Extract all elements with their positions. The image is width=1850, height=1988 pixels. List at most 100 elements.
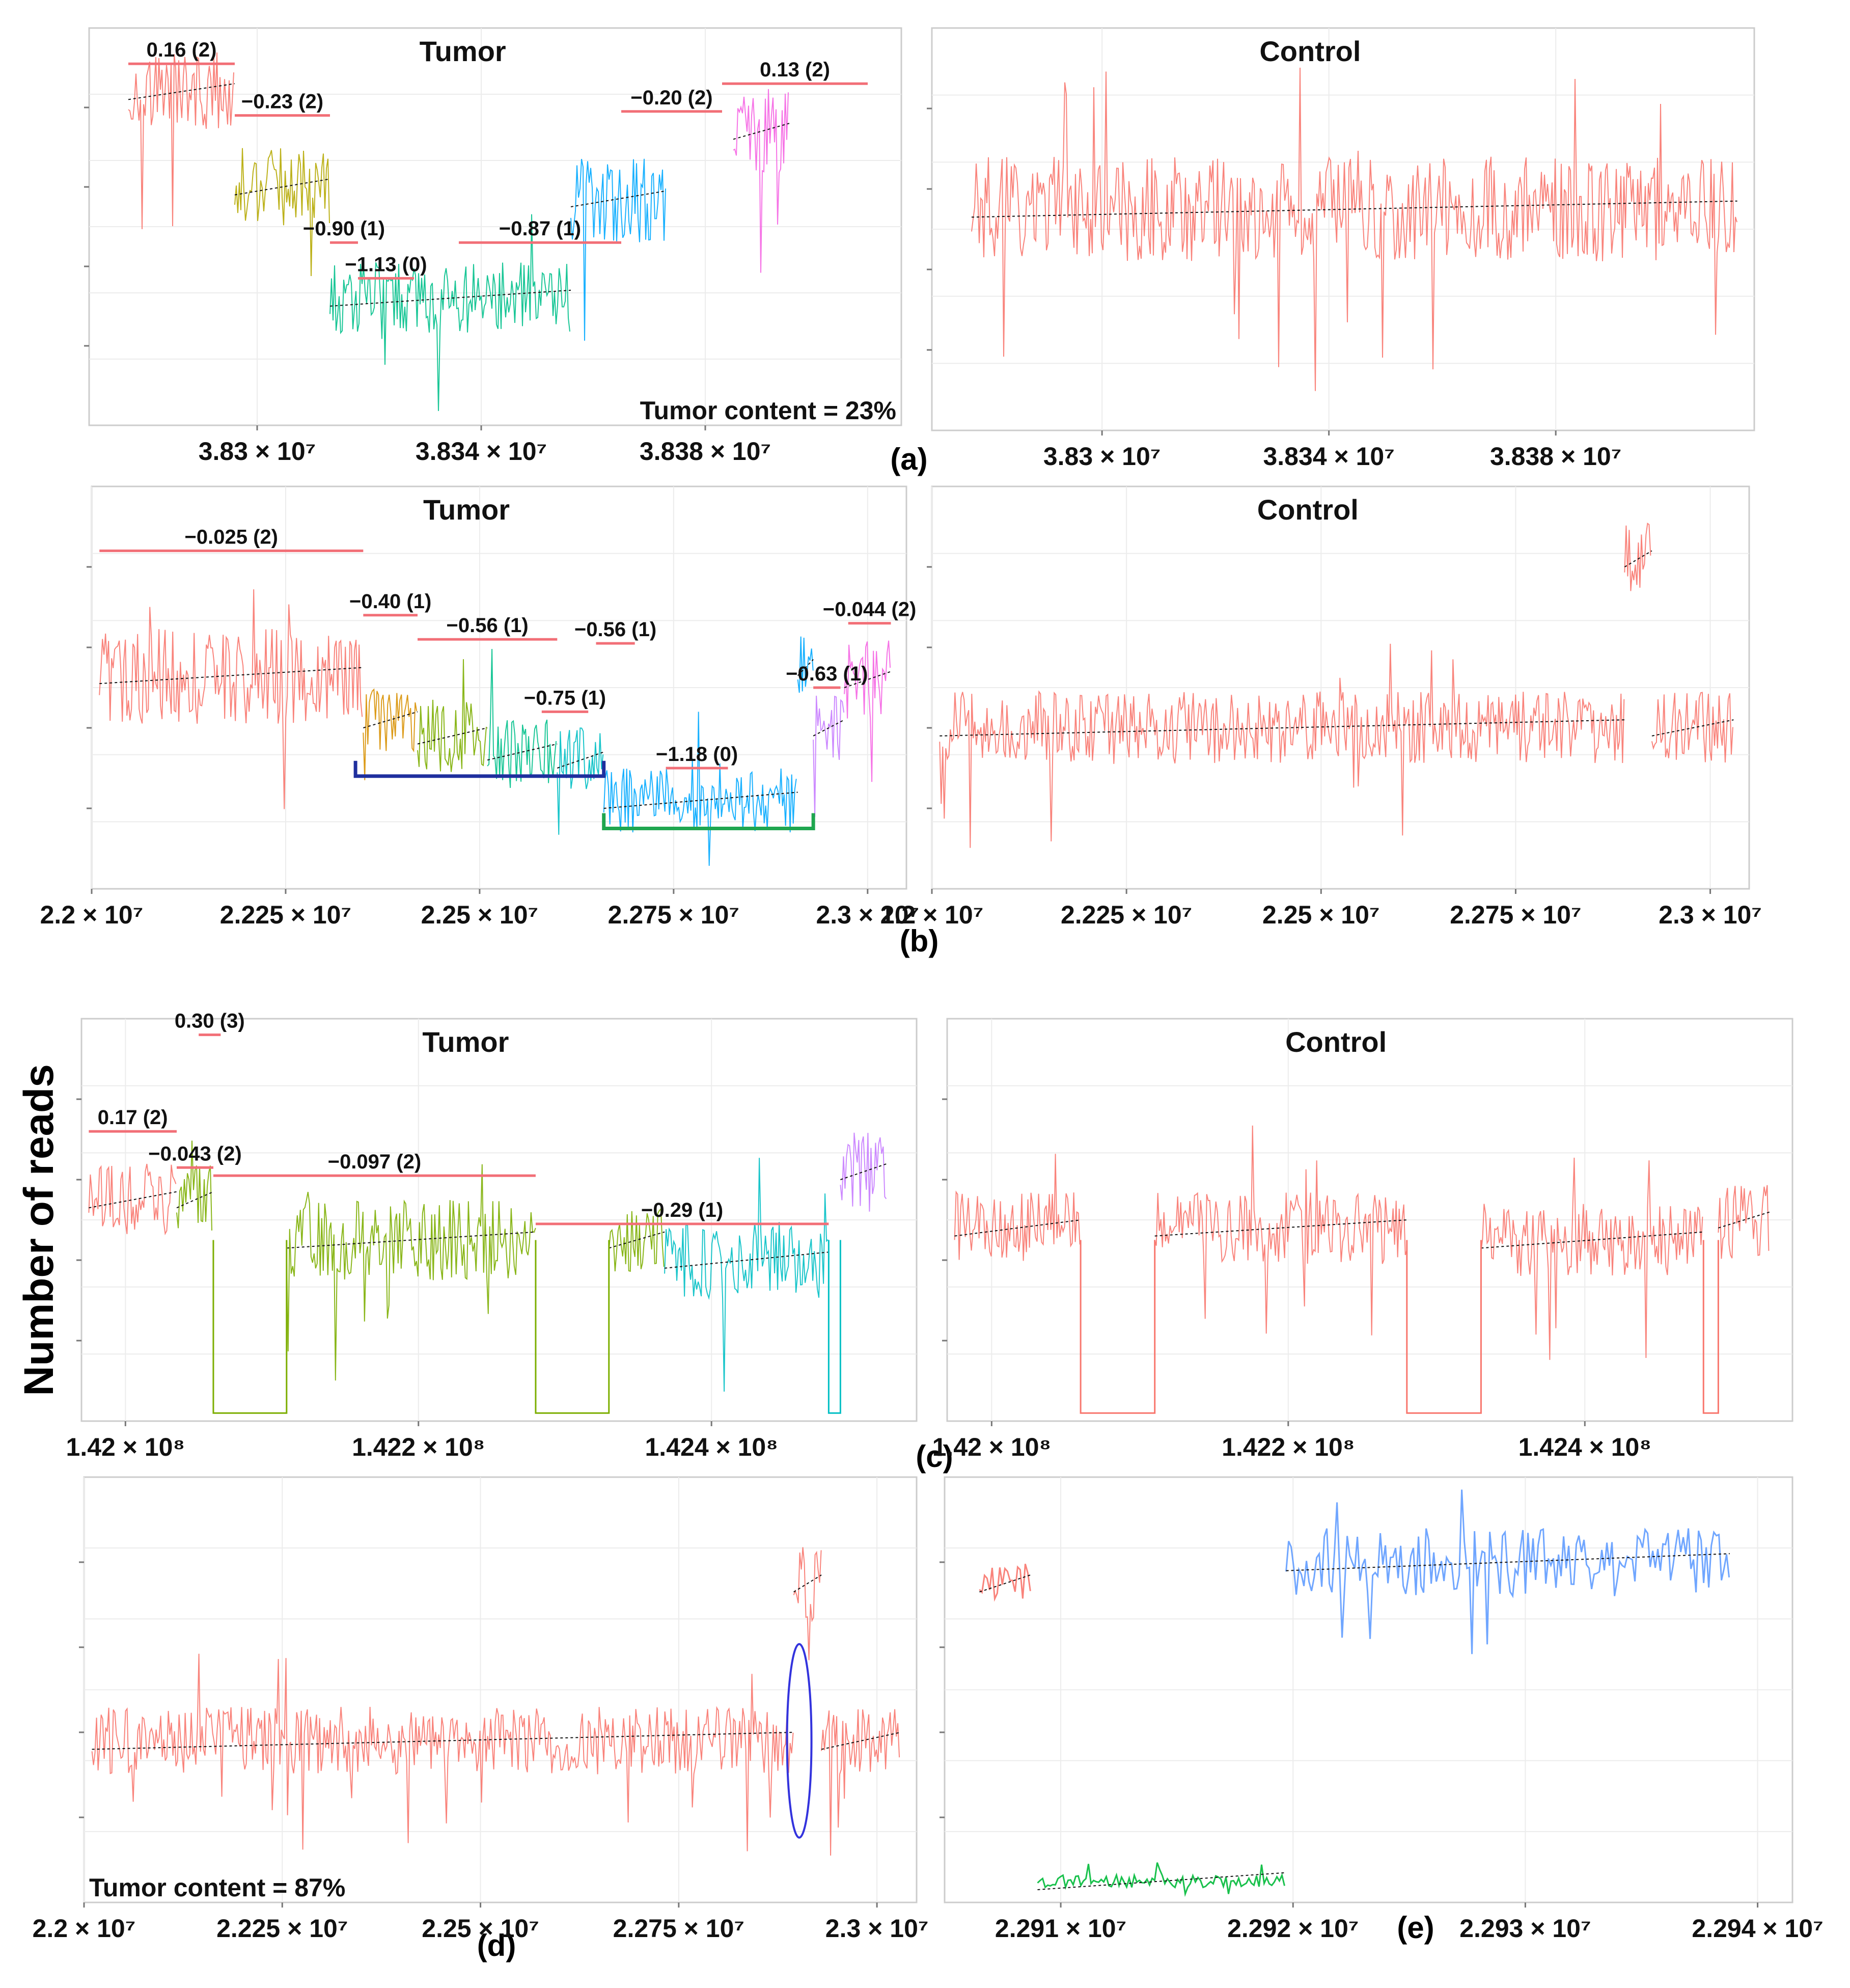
panel-label-b: (b) (900, 924, 939, 958)
zero-coverage-gap (535, 1240, 610, 1414)
trend-line (286, 1231, 536, 1249)
tumor-content-annotation: Tumor content = 87% (89, 1873, 345, 1902)
chart-b-control: 2.2 × 10⁷ 2.225 × 10⁷ 2.25 × 10⁷ 2.275 × 10… (880, 485, 1762, 929)
series-segment-4 (487, 649, 557, 788)
x-tick-label: 2.3 × 10⁷ (816, 901, 919, 929)
x-tick-label: 1.42 × 10⁸ (66, 1433, 185, 1461)
chart-d: 2.2 × 10⁷ 2.225 × 10⁷ 2.25 × 10⁷ 2.275 × 10… (33, 1476, 929, 1943)
x-tick-label: 2.292 × 10⁷ (1227, 1914, 1359, 1943)
zero-coverage-gap (1702, 1240, 1719, 1414)
chart-title: Control (1257, 494, 1359, 526)
x-tick-label: 1.422 × 10⁸ (1222, 1433, 1355, 1461)
segment-label: −0.56 (1) (447, 614, 529, 637)
series-segment-1 (88, 1163, 177, 1236)
series-segment-6 (603, 712, 797, 866)
trend-line (1154, 1219, 1407, 1237)
series-segment-1 (99, 589, 363, 809)
series-segment-2 (363, 688, 418, 780)
highlight-ellipse (786, 1643, 813, 1839)
segment-label: −0.097 (2) (328, 1151, 421, 1173)
x-tick-label: 2.25 × 10⁷ (1262, 901, 1380, 929)
x-tick-label: 1.424 × 10⁸ (645, 1433, 778, 1461)
zero-coverage-gap (1080, 1240, 1156, 1414)
series-segment-5 (664, 1158, 829, 1392)
trend-line (1481, 1231, 1704, 1249)
series-segment-2 (176, 1140, 212, 1231)
chart-e: 2.291 × 10⁷ 2.292 × 10⁷ 2.293 × 10⁷ 2.294 ×… (940, 1476, 1824, 1943)
x-tick-label: 1.422 × 10⁸ (352, 1433, 485, 1461)
trend-line (821, 1732, 901, 1750)
trend-line (971, 200, 1737, 218)
panel-label-e: (e) (1397, 1911, 1434, 1945)
series-segment-7 (797, 636, 814, 693)
x-tick-label: 3.83 × 10⁷ (1043, 442, 1161, 471)
x-tick-label: 1.42 × 10⁸ (932, 1433, 1052, 1461)
y-axis-label-text: Number of reads (16, 1064, 62, 1396)
x-tick-label: 2.2 × 10⁷ (33, 1914, 136, 1943)
segment-label: −0.043 (2) (148, 1142, 241, 1165)
segment-label: −0.63 (1) (786, 663, 868, 685)
chart-title: Control (1285, 1026, 1387, 1058)
chart-c-control: 1.42 × 10⁸ 1.422 × 10⁸ 1.424 × 10⁸ Control (932, 1018, 1793, 1461)
series-control (939, 643, 1625, 848)
x-tick-label: 2.225 × 10⁷ (216, 1914, 348, 1943)
trend-line (979, 1574, 1031, 1593)
segment-label: −0.20 (2) (630, 87, 712, 109)
series-segment-9 (844, 640, 891, 782)
series-control-1 (954, 1154, 1081, 1261)
series-segment-5 (733, 89, 789, 273)
zero-coverage-gap (827, 1240, 841, 1414)
x-tick-label: 1.424 × 10⁸ (1518, 1433, 1651, 1461)
segment-label: −0.025 (2) (185, 526, 278, 548)
x-tick-label: 2.25 × 10⁷ (422, 1914, 539, 1943)
series-control-2 (1154, 1125, 1407, 1336)
segment-label: −0.75 (1) (524, 687, 606, 709)
trend-line (234, 178, 330, 196)
series-control-3 (1480, 1157, 1703, 1360)
series-segment-3 (286, 1164, 536, 1381)
x-tick-label: 2.293 × 10⁷ (1459, 1914, 1591, 1943)
x-tick-label: 2.3 × 10⁷ (1659, 901, 1762, 929)
series-control-4 (1718, 1185, 1770, 1259)
trend-line (1037, 1872, 1286, 1890)
trend-line (954, 1219, 1081, 1237)
series-segment-4 (608, 1207, 665, 1272)
series-control (971, 67, 1737, 391)
chart-a-tumor: 3.83 × 10⁷ 3.834 × 10⁷ 3.838 × 10⁷ 0.16 (2)… (84, 27, 902, 466)
trend-line (603, 792, 798, 809)
x-tick-label: 3.838 × 10⁷ (1490, 442, 1621, 471)
segment-label: −0.044 (2) (823, 598, 916, 621)
trend-line (487, 743, 558, 761)
x-tick-label: 2.275 × 10⁷ (608, 901, 739, 929)
trend-line (1651, 719, 1734, 737)
segment-label: −0.40 (1) (349, 590, 431, 613)
tumor-content-annotation: Tumor content = 23% (640, 396, 896, 425)
trend-line (1718, 1211, 1771, 1229)
trend-line (813, 719, 845, 737)
trend-line (99, 667, 364, 685)
chart-a-control: 3.83 × 10⁷ 3.834 × 10⁷ 3.838 × 10⁷ Control (927, 27, 1755, 471)
panel-label-d: (d) (477, 1928, 516, 1963)
segment-label: −0.87 (1) (499, 217, 581, 240)
segment-label: −0.29 (1) (641, 1199, 723, 1221)
panel-label-a: (a) (890, 442, 927, 476)
trend-line (797, 659, 814, 676)
trend-line (570, 190, 667, 207)
segment-label: −0.90 (1) (303, 217, 385, 240)
bracket (353, 760, 606, 778)
trend-line (665, 1251, 829, 1269)
segment-label: −1.13 (0) (345, 253, 427, 276)
trend-line (417, 727, 488, 745)
series-tumor (91, 1653, 794, 1851)
series-tumor-amplified (793, 1547, 822, 1660)
segment-label: −1.18 (0) (656, 743, 738, 766)
series-tumor-tail (821, 1709, 900, 1856)
series-segment-5 (557, 727, 604, 835)
x-tick-label: 2.275 × 10⁷ (1450, 901, 1581, 929)
x-tick-label: 2.294 × 10⁷ (1692, 1914, 1823, 1943)
series-segment-2 (1037, 1862, 1285, 1897)
zero-coverage-gap (212, 1240, 288, 1414)
x-tick-label: 2.2 × 10⁷ (880, 901, 984, 929)
series-segment-3 (329, 214, 570, 411)
